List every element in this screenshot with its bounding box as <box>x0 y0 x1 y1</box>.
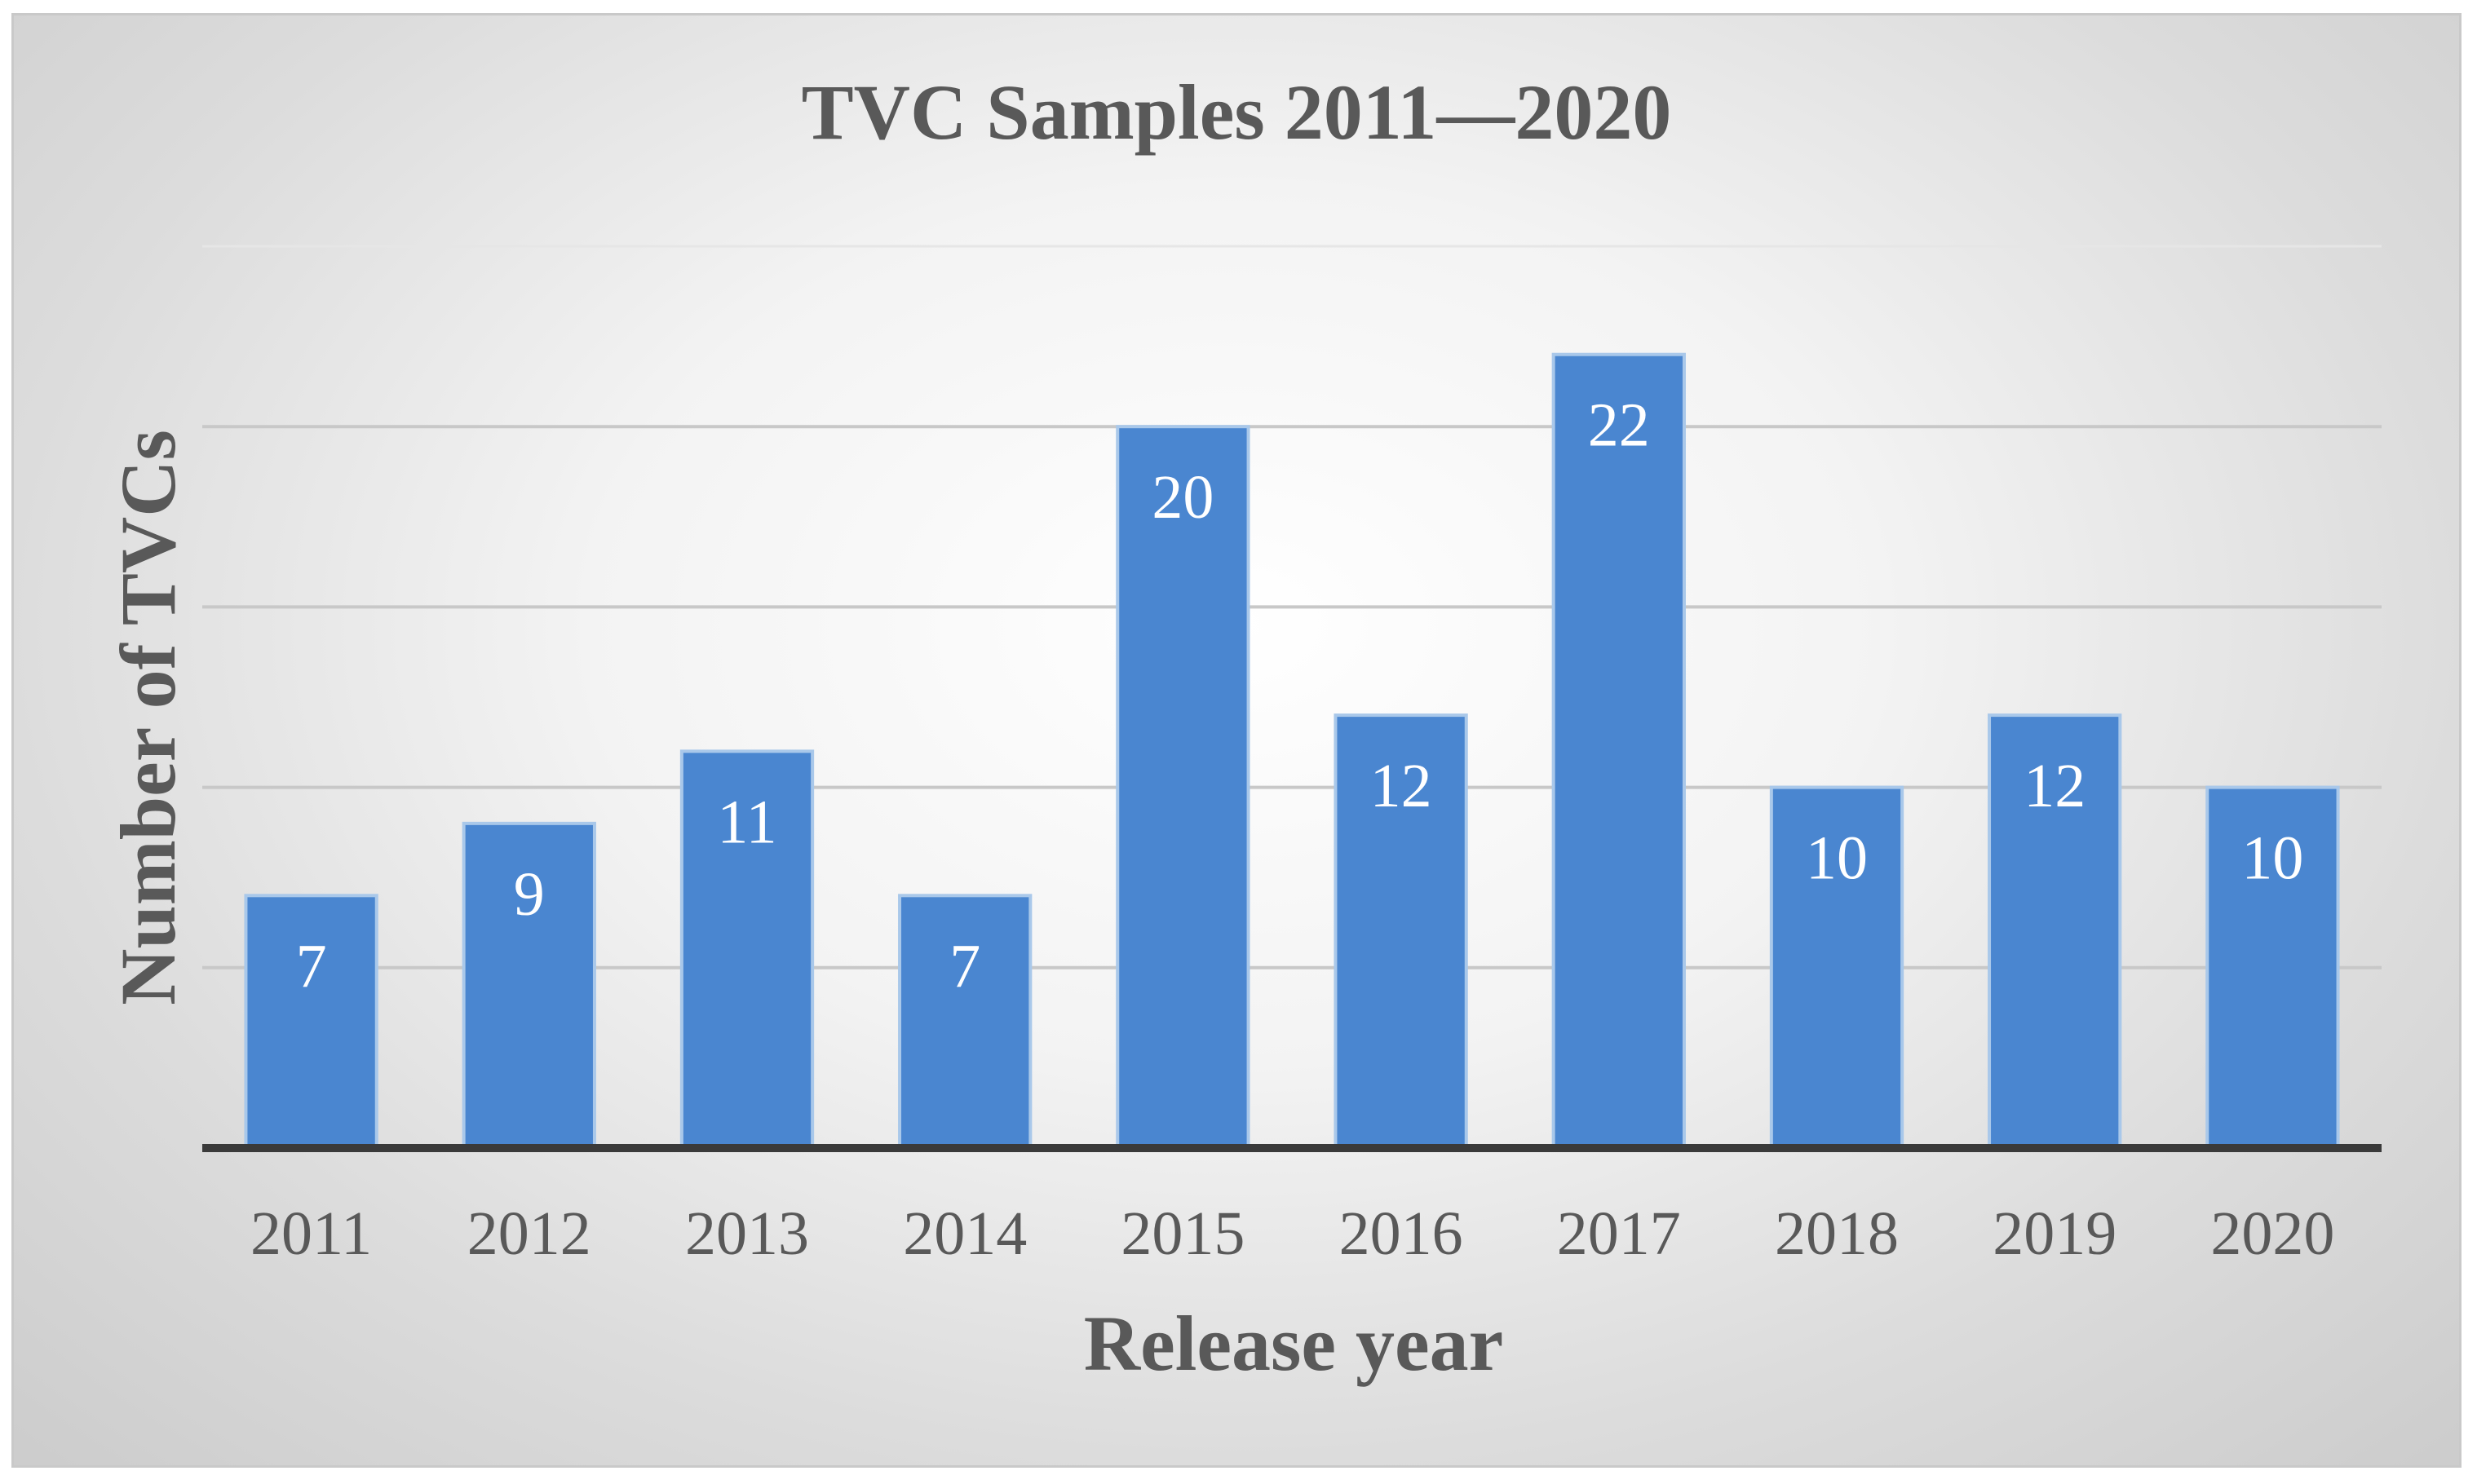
data-label-2020: 10 <box>2241 824 2303 893</box>
x-tick-label-2014: 2014 <box>903 1199 1027 1268</box>
bar-2017 <box>1551 352 1686 1151</box>
x-tick-label-2019: 2019 <box>1993 1199 2117 1268</box>
x-tick-labels: 2011 2012 2013 2014 2015 2016 2017 2018 2019 2020 <box>250 1199 2334 1268</box>
x-tick-label-2018: 2018 <box>1775 1199 1899 1268</box>
x-tick-label-2011: 2011 <box>250 1199 372 1268</box>
bar-2019 <box>1988 713 2122 1150</box>
x-tick-label-2012: 2012 <box>467 1199 591 1268</box>
bar-2012 <box>462 821 596 1151</box>
data-label-2013: 11 <box>717 788 776 856</box>
x-tick-label-2020: 2020 <box>2210 1199 2334 1268</box>
bar-2015 <box>1116 425 1250 1150</box>
data-label-2017: 22 <box>1588 391 1650 460</box>
data-label-2016: 12 <box>1370 752 1432 820</box>
bar-2018 <box>1769 785 1904 1150</box>
data-label-2014: 7 <box>949 932 980 1000</box>
x-tick-label-2013: 2013 <box>685 1199 809 1268</box>
x-tick-label-2017: 2017 <box>1557 1199 1681 1268</box>
data-label-2018: 10 <box>1806 824 1868 893</box>
data-label-2015: 20 <box>1152 463 1214 532</box>
chart-title: TVC Samples 2011—2020 <box>802 68 1672 156</box>
data-label-2019: 12 <box>2024 752 2086 820</box>
x-tick-label-2015: 2015 <box>1121 1199 1245 1268</box>
data-label-2012: 9 <box>514 860 545 929</box>
bar-2020 <box>2205 785 2340 1150</box>
bar-2016 <box>1334 713 1468 1150</box>
bars <box>244 352 2340 1151</box>
bar-2014 <box>898 894 1033 1150</box>
y-axis-title: Number of TVCs <box>104 430 192 1005</box>
data-labels: 7 9 11 7 20 12 22 10 12 10 <box>296 391 2304 1001</box>
bar-2013 <box>679 749 815 1150</box>
x-axis-title: Release year <box>1084 1300 1503 1387</box>
x-tick-label-2016: 2016 <box>1339 1199 1463 1268</box>
data-label-2011: 7 <box>296 932 327 1000</box>
